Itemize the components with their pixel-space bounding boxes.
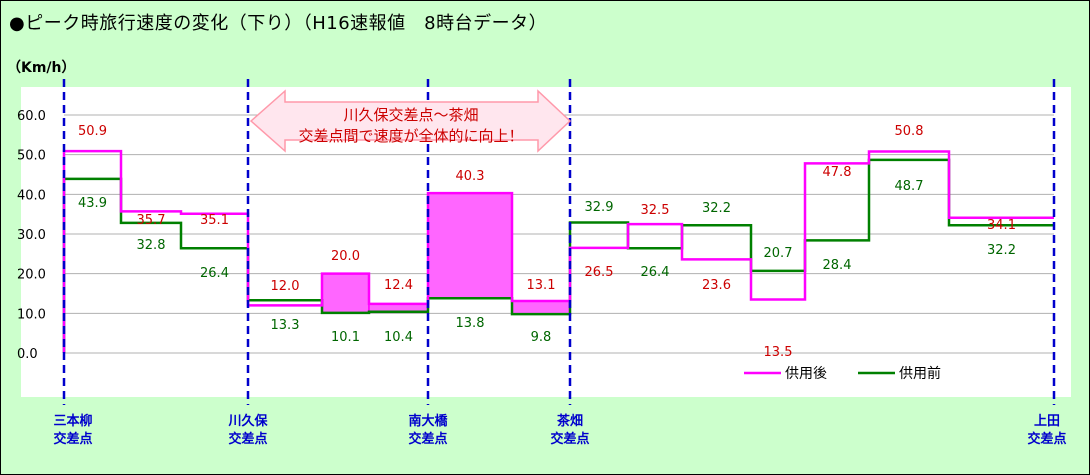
x-category-label: 三本柳: [53, 413, 92, 429]
x-category-label: 川久保: [227, 413, 268, 429]
chart-title: ●ピーク時旅行速度の変化（下り）（H16速報値 8時台データ）: [9, 13, 548, 34]
data-label-before: 9.8: [531, 330, 552, 345]
x-category-label: 交差点: [53, 431, 92, 447]
data-label-after: 13.1: [527, 278, 556, 293]
data-label-after: 20.0: [331, 249, 360, 264]
data-label-before: 26.4: [200, 266, 229, 281]
y-tick-label: 30.0: [17, 228, 46, 243]
x-category-label: 南大橋: [408, 413, 448, 429]
data-label-after: 50.9: [78, 124, 107, 139]
data-label-before: 32.9: [585, 200, 614, 215]
improvement-area: [511, 300, 571, 315]
data-label-before: 48.7: [895, 179, 924, 194]
data-label-before: 43.9: [78, 196, 107, 211]
y-tick-label: 10.0: [17, 307, 46, 322]
data-label-after: 34.1: [987, 218, 1016, 233]
y-tick-label: 50.0: [17, 149, 46, 164]
data-label-after: 13.5: [764, 345, 793, 360]
series-after-line: [62, 149, 1054, 353]
y-tick-label: 20.0: [17, 268, 46, 283]
callout-arrow: 川久保交差点～茶畑 交差点間で速度が全体的に向上！: [249, 89, 572, 153]
y-tick-label: 40.0: [17, 188, 46, 203]
callout-text-line2: 交差点間で速度が全体的に向上！: [298, 127, 523, 145]
data-label-before: 28.4: [823, 258, 852, 273]
data-label-before: 26.4: [641, 265, 670, 280]
data-label-after: 23.6: [702, 278, 731, 293]
x-category-label: 上田: [1034, 414, 1060, 429]
data-label-after: 12.0: [271, 279, 300, 294]
data-label-before: 32.2: [987, 243, 1016, 258]
x-category-label: 交差点: [408, 431, 447, 447]
data-label-before: 32.2: [702, 201, 731, 216]
improvement-area: [427, 192, 513, 300]
legend-label-before: 供用前: [899, 365, 941, 382]
data-label-before: 32.8: [137, 238, 166, 253]
y-tick-label: 60.0: [17, 109, 46, 124]
callout-text-line1: 川久保交差点～茶畑: [343, 106, 478, 124]
data-label-after: 32.5: [641, 203, 670, 218]
x-category-label: 交差点: [228, 431, 267, 447]
x-category-label: 交差点: [1027, 431, 1066, 447]
x-category-label: 茶畑: [557, 413, 583, 429]
data-label-before: 13.3: [271, 318, 300, 333]
data-label-after: 12.4: [384, 278, 413, 293]
data-label-before: 20.7: [764, 246, 793, 261]
data-label-after: 35.1: [200, 213, 229, 228]
data-label-after: 47.8: [823, 165, 852, 180]
improvement-area: [321, 272, 370, 314]
data-label-before: 10.1: [331, 330, 360, 345]
data-label-after: 40.3: [456, 169, 485, 184]
x-category-label: 交差点: [550, 431, 589, 447]
data-label-after: 35.7: [137, 213, 166, 228]
y-tick-label: 0.0: [17, 347, 38, 362]
data-label-after: 50.8: [895, 124, 924, 139]
legend-label-after: 供用後: [785, 366, 827, 382]
legend: 供用後 供用前: [744, 365, 941, 382]
data-label-after: 26.5: [585, 265, 614, 280]
data-label-before: 10.4: [384, 330, 413, 345]
data-label-before: 13.8: [456, 316, 485, 331]
y-axis-label: （Km/h）: [7, 60, 76, 76]
